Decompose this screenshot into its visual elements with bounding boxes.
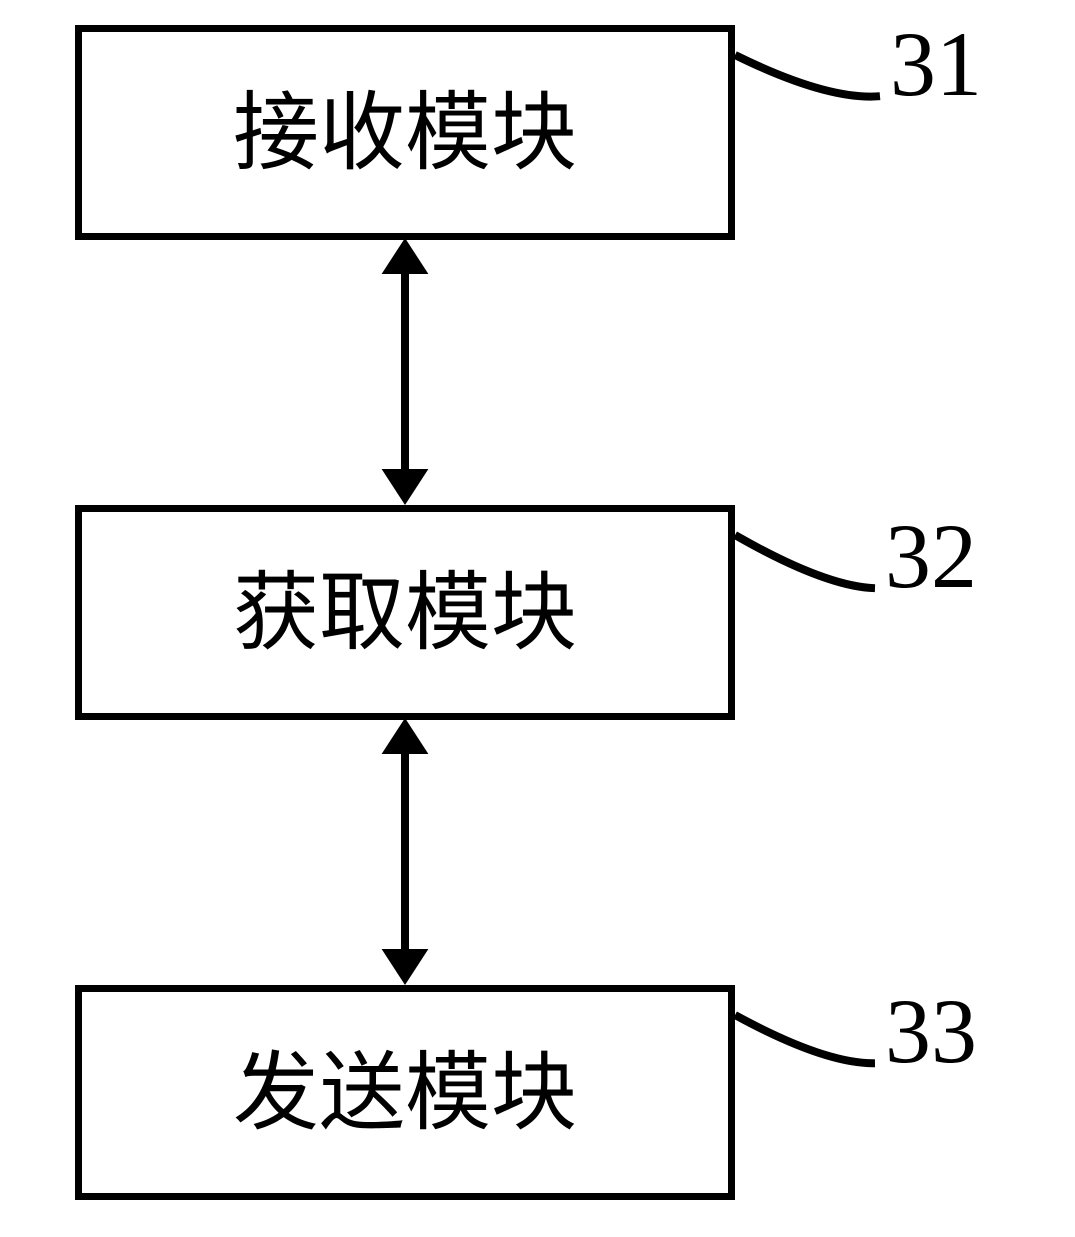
- callout-line-1: [725, 45, 890, 106]
- connector-1-2: [355, 238, 455, 505]
- callout-label-33: 33: [885, 985, 977, 1077]
- connector-2-3: [355, 718, 455, 985]
- box-receive-module: 接收模块: [75, 25, 735, 240]
- callout-line-2: [725, 525, 885, 598]
- box-send-module-label: 发送模块: [233, 1050, 577, 1136]
- box-acquire-module-label: 获取模块: [233, 570, 577, 656]
- box-send-module: 发送模块: [75, 985, 735, 1200]
- callout-label-32: 32: [885, 510, 977, 602]
- callout-label-31: 31: [890, 18, 982, 110]
- box-receive-module-label: 接收模块: [233, 90, 577, 176]
- callout-line-3: [725, 1005, 885, 1073]
- module-diagram: 接收模块 31 获取模块 32 发送模块 33: [0, 0, 1075, 1237]
- box-acquire-module: 获取模块: [75, 505, 735, 720]
